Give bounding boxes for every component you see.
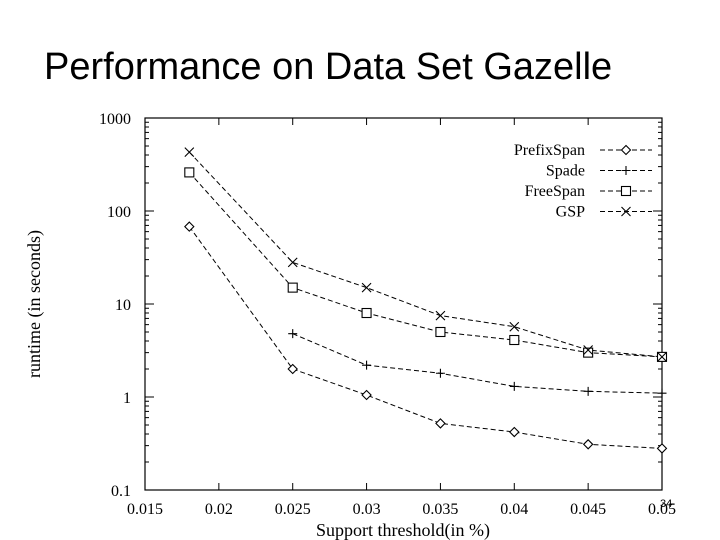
data-point-gsp [509, 321, 520, 332]
data-point-prefixspan [287, 363, 298, 375]
x-tick-label: 0.03 [353, 501, 381, 518]
data-point-spade [657, 388, 667, 398]
data-point-freespan [361, 307, 372, 319]
legend-marker-prefixspan [620, 144, 632, 156]
data-point-spade [509, 381, 519, 391]
y-tick-label: 0.1 [111, 483, 131, 500]
data-point-freespan [509, 334, 520, 346]
series-line-spade [292, 333, 663, 394]
x-tick-label: 0.05 [648, 501, 676, 518]
data-point-freespan [287, 282, 298, 293]
legend-marker-spade [621, 166, 631, 175]
data-point-prefixspan [435, 418, 446, 429]
legend: PrefixSpan Spade FreeSpan GSP [514, 142, 652, 221]
legend-label-prefixspan: PrefixSpan [514, 142, 585, 159]
x-tick-label: 0.025 [275, 501, 311, 518]
x-tick-label: 0.035 [422, 501, 458, 518]
legend-label-freespan: FreeSpan [525, 183, 585, 200]
y-tick-label: 1 [123, 390, 131, 407]
x-tick-label: 0.015 [127, 501, 163, 518]
data-point-gsp [184, 147, 195, 157]
x-tick-label: 0.04 [500, 501, 528, 518]
y-tick-label: 10 [115, 297, 131, 314]
data-point-prefixspan [184, 221, 195, 232]
series-line-freespan [188, 172, 663, 358]
series-lines [188, 151, 663, 449]
data-point-freespan [435, 326, 446, 338]
data-point-gsp [583, 345, 594, 355]
y-tick-label: 100 [107, 204, 131, 221]
data-point-gsp [657, 351, 667, 362]
data-point-prefixspan [509, 426, 520, 438]
data-point-prefixspan [656, 443, 668, 454]
data-point-spade [362, 360, 372, 370]
series-markers [184, 147, 668, 454]
legend-label-gsp: GSP [556, 204, 585, 221]
data-point-gsp [435, 310, 446, 321]
slide-number: 34 [660, 498, 673, 510]
data-point-freespan [583, 347, 594, 358]
slide-title: Performance on Data Set Gazelle [44, 46, 613, 88]
series-line-gsp [188, 151, 663, 358]
data-point-gsp [287, 257, 298, 268]
tick-labels: 0.015 0.02 0.025 0.03 0.035 0.04 0.045 0.05 0.1 1… [99, 111, 676, 518]
y-tick-label: 1000 [99, 111, 131, 128]
data-point-spade [288, 329, 298, 339]
y-axis-label: runtime (in seconds) [24, 230, 45, 378]
x-axis-label: Support threshold(in %) [316, 520, 490, 540]
axis-ticks [144, 117, 663, 491]
data-point-prefixspan [361, 389, 372, 401]
legend-label-spade: Spade [546, 163, 585, 180]
data-point-spade [435, 368, 445, 378]
data-point-spade [583, 386, 593, 396]
legend-marker-freespan [620, 185, 632, 197]
data-point-gsp [361, 282, 372, 293]
series-line-prefixspan [188, 226, 663, 449]
data-point-freespan [184, 167, 195, 178]
x-tick-label: 0.02 [205, 501, 233, 518]
x-tick-label: 0.045 [570, 501, 606, 518]
legend-marker-gsp [621, 206, 631, 217]
data-point-prefixspan [582, 439, 594, 450]
